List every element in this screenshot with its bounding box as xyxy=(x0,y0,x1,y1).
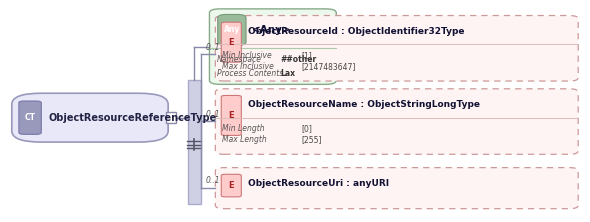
Text: [255]: [255] xyxy=(301,135,322,144)
Text: Any: Any xyxy=(224,26,240,34)
FancyBboxPatch shape xyxy=(221,95,241,135)
Text: [1]: [1] xyxy=(301,51,312,60)
Bar xyxy=(166,112,176,123)
Text: Max Length: Max Length xyxy=(222,135,267,144)
Text: E: E xyxy=(228,38,234,47)
Text: <Any>: <Any> xyxy=(252,25,291,35)
Bar xyxy=(188,80,201,204)
Text: [0]: [0] xyxy=(301,124,312,133)
FancyBboxPatch shape xyxy=(218,14,246,46)
FancyBboxPatch shape xyxy=(12,93,168,142)
Text: ##other: ##other xyxy=(280,56,316,64)
Text: CT: CT xyxy=(25,113,35,122)
FancyBboxPatch shape xyxy=(19,101,41,134)
Text: Process Contents: Process Contents xyxy=(217,69,283,78)
Text: Min Inclusive: Min Inclusive xyxy=(222,51,272,60)
Text: ObjectResourceName : ObjectStringLongType: ObjectResourceName : ObjectStringLongTyp… xyxy=(248,100,480,109)
FancyBboxPatch shape xyxy=(221,22,241,62)
Text: Lax: Lax xyxy=(280,69,295,78)
Text: E: E xyxy=(228,111,234,120)
Text: ObjectResourceReferenceType: ObjectResourceReferenceType xyxy=(48,113,217,123)
Text: 0..1: 0..1 xyxy=(205,43,220,52)
Text: 0..1: 0..1 xyxy=(205,110,220,119)
FancyBboxPatch shape xyxy=(221,174,241,197)
Text: ObjectResourceUri : anyURI: ObjectResourceUri : anyURI xyxy=(248,179,389,188)
FancyBboxPatch shape xyxy=(215,89,578,154)
FancyBboxPatch shape xyxy=(215,16,578,81)
Text: Max Inclusive: Max Inclusive xyxy=(222,62,274,71)
FancyBboxPatch shape xyxy=(209,9,336,84)
Text: E: E xyxy=(228,181,234,190)
Text: ObjectResourceId : ObjectIdentifier32Type: ObjectResourceId : ObjectIdentifier32Typ… xyxy=(248,27,465,36)
Text: Namespace: Namespace xyxy=(217,56,261,64)
FancyBboxPatch shape xyxy=(215,168,578,209)
Text: 0..1: 0..1 xyxy=(205,176,220,185)
Text: Min Length: Min Length xyxy=(222,124,265,133)
Text: [2147483647]: [2147483647] xyxy=(301,62,355,71)
